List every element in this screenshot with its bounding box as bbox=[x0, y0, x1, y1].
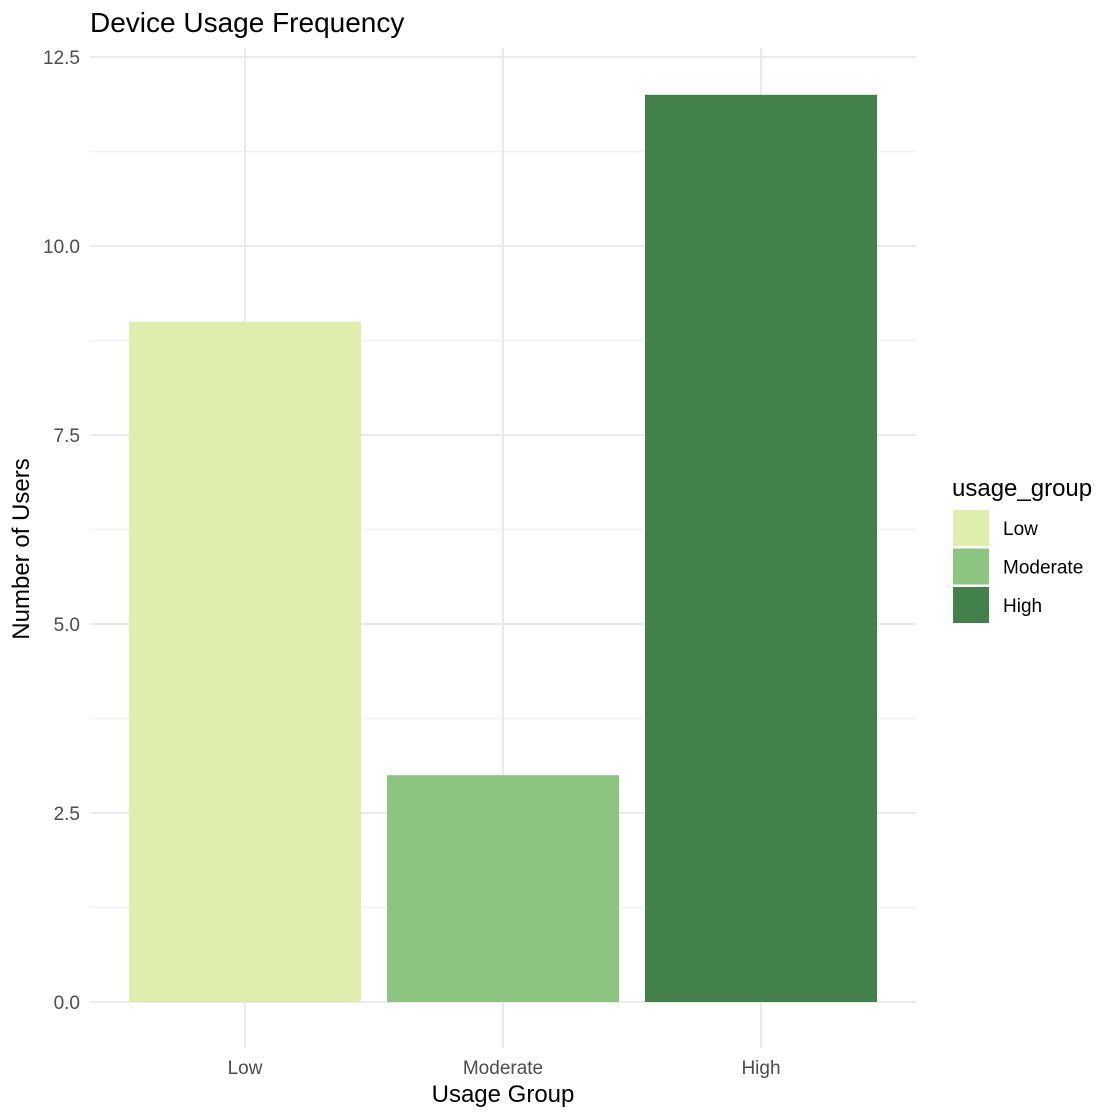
legend-key-moderate bbox=[953, 548, 989, 585]
y-tick-label: 0.0 bbox=[54, 993, 80, 1014]
y-tick-label: 2.5 bbox=[54, 804, 80, 825]
legend: usage_group Low Moderate High bbox=[952, 475, 1092, 623]
bars bbox=[129, 94, 877, 1003]
legend-label-low: Low bbox=[1003, 519, 1038, 540]
legend-label-high: High bbox=[1003, 596, 1042, 617]
legend-title: usage_group bbox=[952, 475, 1092, 502]
bar-low bbox=[129, 321, 361, 1003]
legend-key-high bbox=[953, 587, 989, 623]
bar-high bbox=[645, 94, 877, 1003]
y-axis-ticks: 0.0 2.5 5.0 7.5 10.0 12.5 bbox=[43, 48, 80, 1014]
x-axis-ticks: Low Moderate High bbox=[228, 1058, 781, 1079]
y-tick-label: 10.0 bbox=[43, 237, 80, 258]
y-tick-label: 12.5 bbox=[43, 48, 80, 69]
chart-title: Device Usage Frequency bbox=[90, 7, 404, 38]
y-tick-label: 5.0 bbox=[54, 615, 80, 636]
x-tick-label: Low bbox=[228, 1058, 263, 1079]
legend-key-low bbox=[953, 510, 989, 546]
y-tick-label: 7.5 bbox=[54, 426, 80, 447]
bar-moderate bbox=[387, 775, 619, 1002]
x-tick-label: Moderate bbox=[463, 1058, 543, 1079]
x-tick-label: High bbox=[741, 1058, 780, 1079]
x-axis-title: Usage Group bbox=[432, 1081, 575, 1108]
y-axis-title: Number of Users bbox=[8, 458, 35, 639]
legend-label-moderate: Moderate bbox=[1003, 558, 1083, 579]
